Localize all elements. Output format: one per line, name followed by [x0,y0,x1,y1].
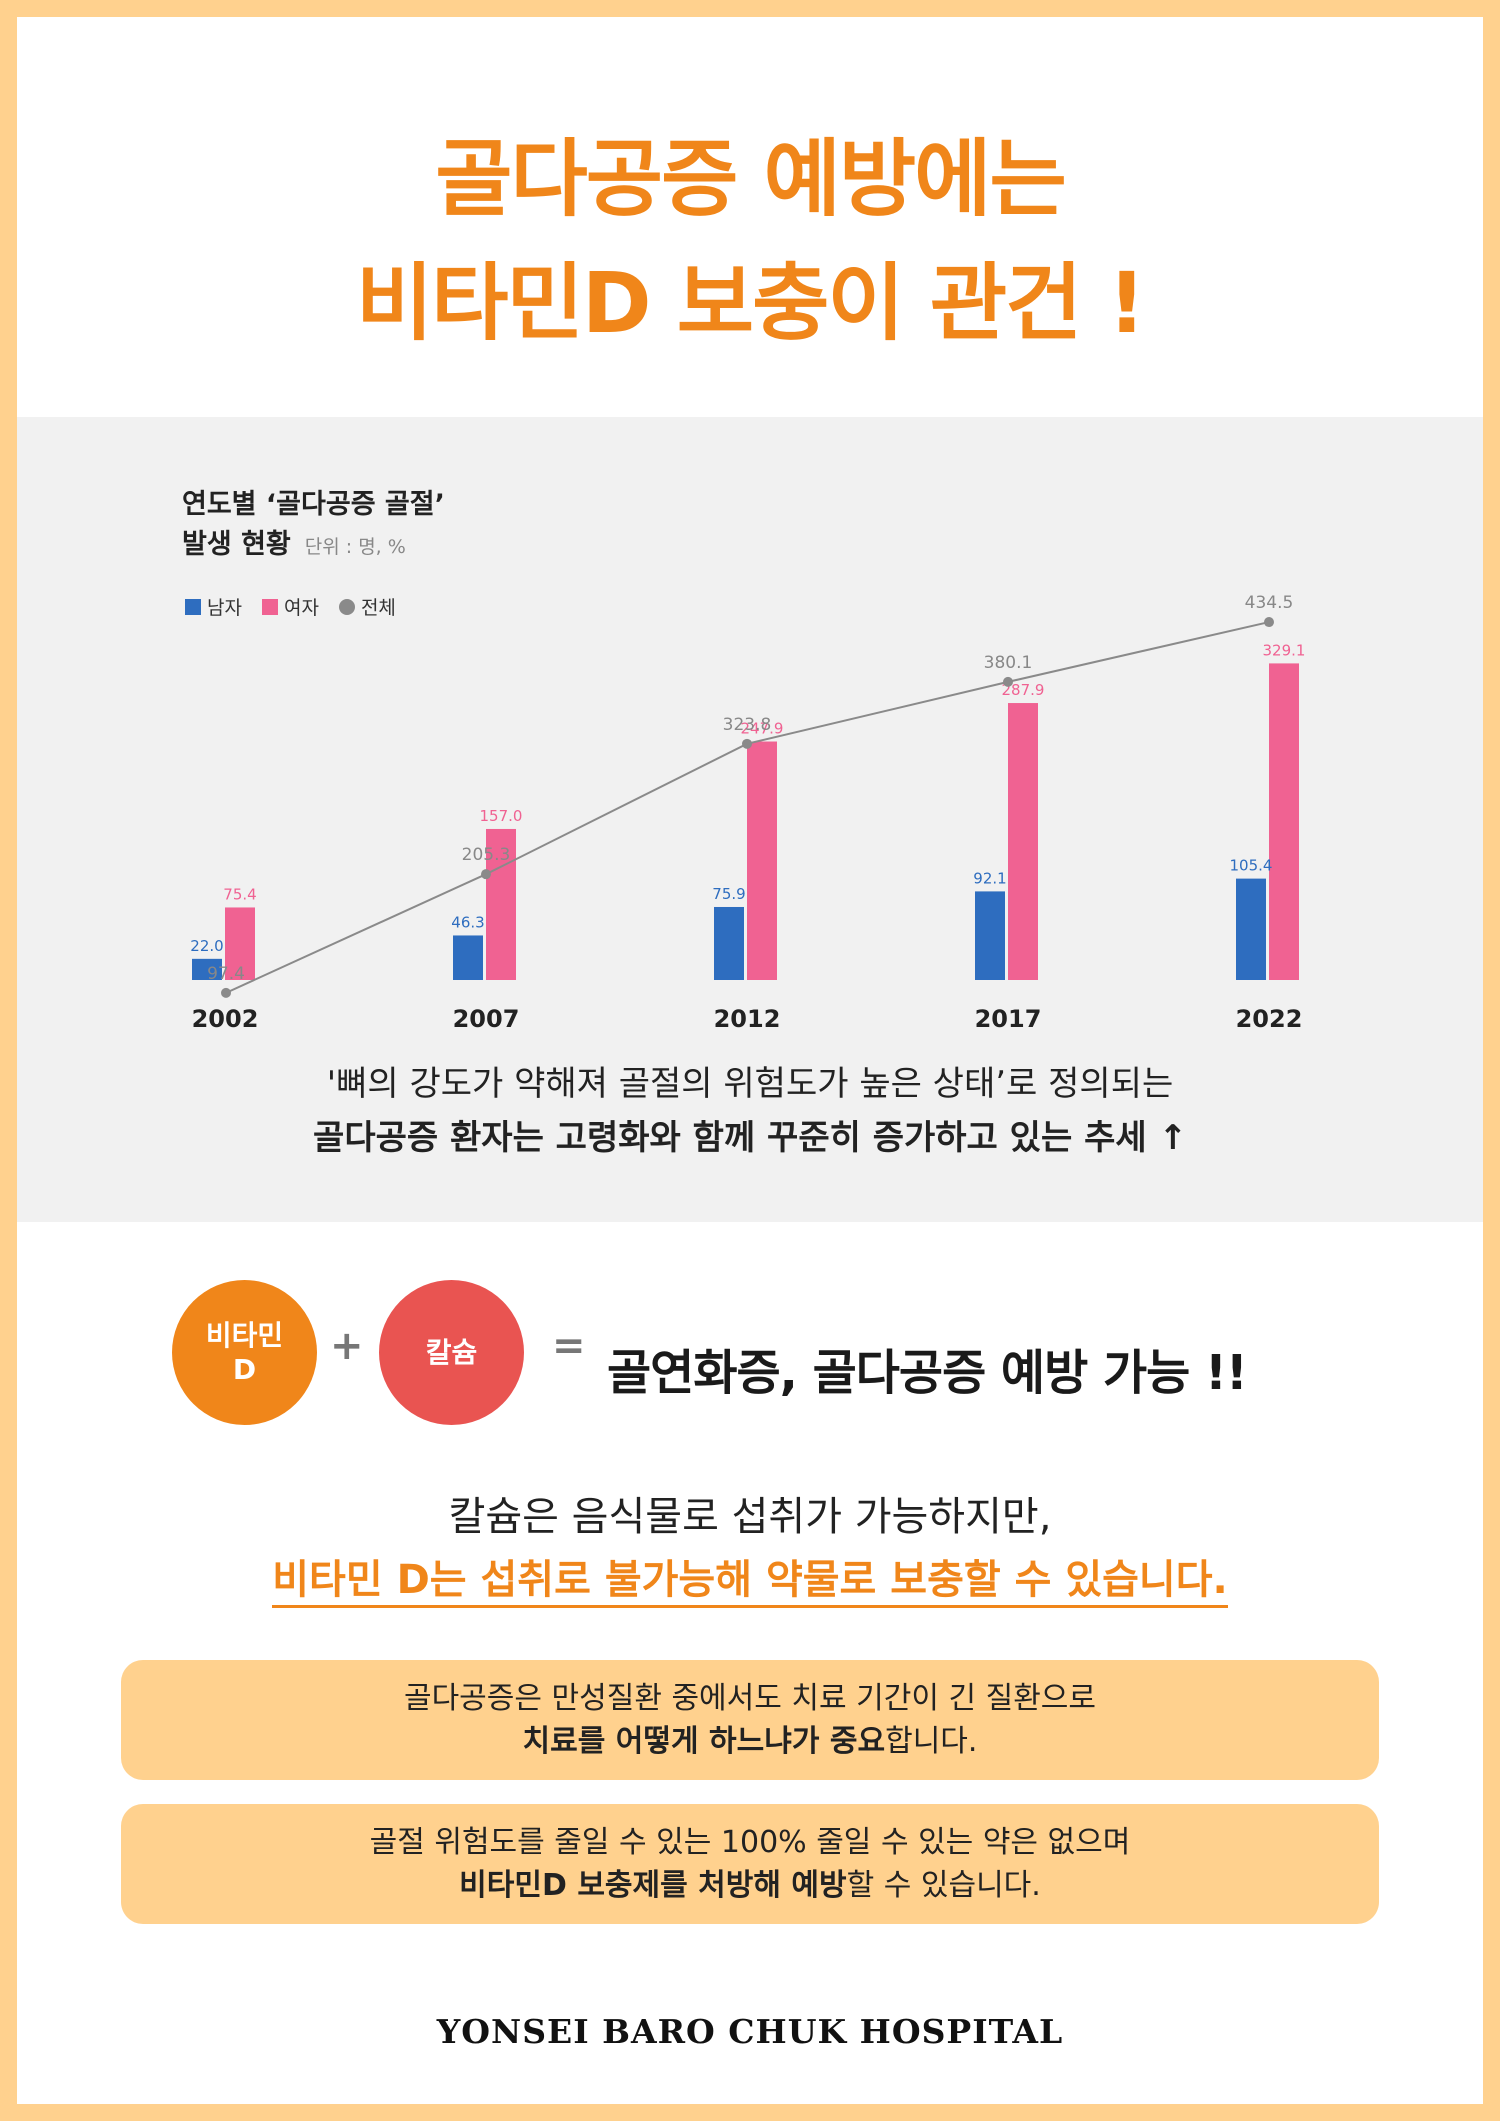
bar-male-2007 [453,935,483,980]
data-label-male-2017: 92.1 [973,869,1006,887]
bar-female-2017 [1008,703,1038,980]
point-total-2022 [1264,617,1274,628]
hospital-name: YONSEI BARO CHUK HOSPITAL [436,2012,1064,2051]
bar-female-2012 [747,741,777,980]
headline-line-2: 비타민D 보충이 관건 ! [355,254,1146,352]
legend-label-female: 여자 [283,597,319,619]
chart-description: '뼈의 강도가 약해져 골절의 위험도가 높은 상태’로 정의되는 골다공증 환… [17,1057,1483,1165]
point-total-2007 [481,869,491,880]
data-label-female-2022: 329.1 [1263,641,1306,659]
calcium-circle: 칼슘 [379,1280,524,1425]
data-label-female-2017: 287.9 [1002,681,1045,699]
data-label-total-2002: 97.4 [207,964,245,984]
bar-line-chart: 22.0 75.4 2002 46.3 157.0 2007 75.9 247.9 2012 92… [190,593,1306,1033]
chart-legend: 남자 여자 전체 [185,593,416,620]
bar-male-2012 [714,906,744,980]
description-line-2: 골다공증 환자는 고령화와 함께 꾸준히 증가하고 있는 추세 ↑ [313,1118,1187,1158]
info-box-treatment-bold: 치료를 어떻게 하느냐가 중요 [522,1724,886,1759]
info-box-treatment-rest: 합니다. [885,1724,978,1759]
vitamin-d-statement: 비타민 D는 섭취로 불가능해 약물로 보충할 수 있습니다. [17,1547,1483,1608]
bar-male-2002 [192,958,222,980]
vitamin-d-circle: 비타민 D [172,1280,317,1425]
info-box-prevention-rest: 할 수 있습니다. [846,1868,1041,1903]
data-label-female-2012: 247.9 [741,720,784,738]
headline-line-1: 골다공증 예방에는 [435,130,1067,228]
chart-panel: 연도별 ‘골다공증 골절’ 발생 현황 단위 : 명, % 남자 여자 전체 22… [17,417,1483,1222]
calcium-label: 칼슘 [425,1335,478,1369]
equals-sign: = [552,1323,586,1369]
info-box-prevention-line-1: 골절 위험도를 줄일 수 있는 100% 줄일 수 있는 약은 없으며 [369,1825,1131,1860]
x-tick-2022: 2022 [1236,1005,1303,1033]
equation-result: 골연화증, 골다공증 예방 가능 !! [607,1345,1248,1401]
legend-swatch-female [261,598,278,615]
data-label-total-2022: 434.5 [1245,593,1294,613]
x-tick-2012: 2012 [714,1005,781,1033]
data-label-total-2017: 380.1 [984,653,1033,673]
point-total-2002 [221,987,231,998]
legend-item-male: 남자 [185,593,242,620]
vitamin-d-statement-text: 비타민 D는 섭취로 불가능해 약물로 보충할 수 있습니다. [272,1557,1228,1608]
legend-label-total: 전체 [360,597,396,619]
chart-title: 연도별 ‘골다공증 골절’ 발생 현황 단위 : 명, % [182,485,445,567]
x-tick-2002: 2002 [192,1005,259,1033]
x-tick-2017: 2017 [975,1005,1042,1033]
data-label-female-2002: 75.4 [223,885,256,903]
data-label-female-2007: 157.0 [480,807,523,825]
data-label-male-2007: 46.3 [451,913,484,931]
point-total-2017 [1003,676,1013,687]
data-label-male-2012: 75.9 [712,885,745,903]
vitamin-d-label-line-1: 비타민 [205,1318,284,1352]
bar-female-2022 [1269,663,1299,980]
plus-sign: + [330,1323,364,1369]
data-label-total-2012: 323.8 [723,715,772,735]
info-box-treatment: 골다공증은 만성질환 중에서도 치료 기간이 긴 질환으로 치료를 어떻게 하느… [121,1660,1379,1780]
data-label-male-2002: 22.0 [190,937,223,955]
headline: 골다공증 예방에는 비타민D 보충이 관건 ! [17,117,1483,365]
vitamin-d-label-line-2: D [232,1352,257,1386]
point-total-2012 [742,738,752,749]
legend-label-male: 남자 [207,597,242,619]
data-label-total-2007: 205.3 [462,845,511,865]
info-box-treatment-line-1: 골다공증은 만성질환 중에서도 치료 기간이 긴 질환으로 [403,1681,1097,1716]
chart-unit: 단위 : 명, % [304,536,406,558]
legend-item-female: 여자 [261,593,319,620]
bar-male-2017 [975,891,1005,980]
bar-male-2022 [1236,878,1266,980]
chart-title-line-1: 연도별 ‘골다공증 골절’ [182,489,445,520]
x-tick-2007: 2007 [453,1005,520,1033]
chart-title-line-2: 발생 현황 [182,529,291,560]
bar-female-2007 [486,828,516,980]
poster: 골다공증 예방에는 비타민D 보충이 관건 ! 연도별 ‘골다공증 골절’ 발생… [17,17,1483,2104]
info-box-prevention-bold: 비타민D 보충제를 처방해 예방 [459,1868,847,1903]
legend-swatch-male [185,598,201,615]
legend-swatch-total [338,598,355,615]
description-line-1: '뼈의 강도가 약해져 골절의 위험도가 높은 상태’로 정의되는 [326,1064,1174,1104]
calcium-statement: 칼슘은 음식물로 섭취가 가능하지만, [448,1494,1052,1540]
info-box-prevention: 골절 위험도를 줄일 수 있는 100% 줄일 수 있는 약은 없으며 비타민D… [121,1804,1379,1924]
data-label-male-2022: 105.4 [1230,857,1273,875]
legend-item-total: 전체 [338,593,396,620]
bar-female-2002 [225,907,255,980]
